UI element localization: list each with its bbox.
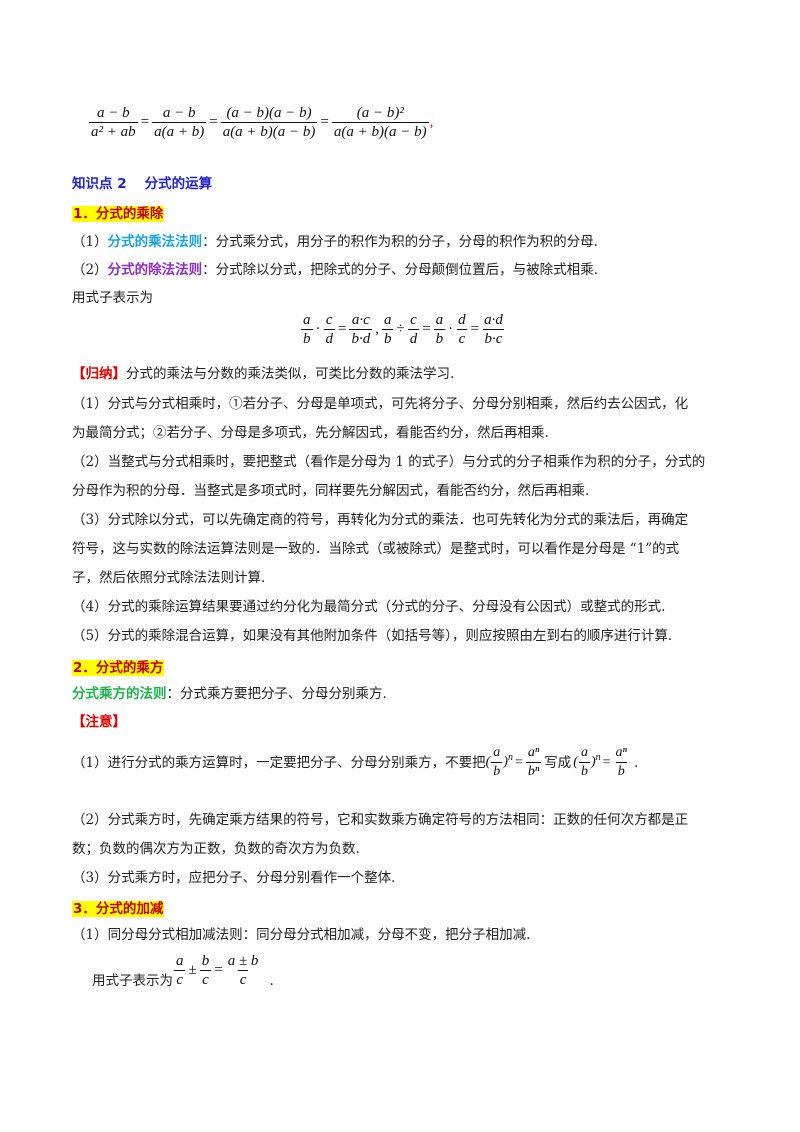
power-rule: 分式乘方的法则：分式乘方要把分子、分母分别乘方. <box>72 686 387 702</box>
power-note-2-line1: （2）分式乘方时，先确定乘方结果的符号，它和实数乘方确定符号的方法相同：正数的任… <box>72 812 689 828</box>
fraction: a − b a(a + b) <box>152 105 207 140</box>
fraction: (a − b)² a(a + b)(a − b) <box>331 105 429 140</box>
summary: 【归纳】分式的乘法与分数的乘法类似，可类比分数的乘法学习. <box>72 366 455 382</box>
power-note-3: （3）分式乘方时，应把分子、分母分别看作一个整体. <box>72 870 396 886</box>
note-5: （5）分式的乘除混合运算，如果没有其他附加条件（如括号等），则应按照由左到右的顺… <box>72 628 673 644</box>
note-1-line1: （1）分式与分式相乘时，①若分子、分母是单项式，可先将分子、分母分别相乘，然后约… <box>72 396 689 412</box>
correct-power-formula: (a b)n = aⁿ bⁿ <box>485 745 542 779</box>
note-1-line2: 为最简分式；②若分子、分母是多项式，先分解因式，看能否约分，然后再相乘. <box>72 425 549 441</box>
multiplication-rule: （1）分式的乘法法则：分式乘分式，用分子的积作为积的分子，分母的积作为积的分母. <box>72 234 598 250</box>
note-2-line1: （2）当整式与分式相乘时，要把整式（看作是分母为 1 的式子）与分式的分子相乘作… <box>72 454 706 470</box>
mul-div-formula: a b · c d = a·c b·d, a b ÷ c d = a b · d c = a·d b·c <box>301 312 505 347</box>
note-3-line1: （3）分式除以分式，可以先确定商的符号，再转化为分式的乘法．也可先转化为分式的乘… <box>72 512 689 528</box>
note-3-line2: 符号，这与实数的除法运算法则是一致的．当除式（或被除式）是整式时，可以看作是分母… <box>72 541 680 557</box>
section-3-heading: 3．分式的加减 <box>72 901 165 917</box>
wrong-power-formula: (a b)n = aⁿ b <box>573 745 627 779</box>
trailing-comma: , <box>429 113 434 130</box>
note-2-line2: 分母作为积的分母．当整式是多项式时，同样要先分解因式，看能否约分，然后再相乘. <box>72 483 590 499</box>
addition-rule: （1）同分母分式相加减法则：同分母分式相加减，分母不变，把分子相加减. <box>72 927 531 943</box>
power-note-2-line2: 数；负数的偶次方为正数，负数的奇次方为负数. <box>72 841 360 857</box>
section-1-heading: 1．分式的乘除 <box>72 206 165 222</box>
note-3-line3: 子，然后依照分式除法法则计算. <box>72 570 266 586</box>
knowledge-point-heading: 知识点 2 分式的运算 <box>72 176 213 192</box>
power-note-1: （1）进行分式的乘方运算时，一定要把分子、分母分别乘方，不要把 (a b)n = aⁿ… <box>72 745 639 779</box>
fraction: a − b a² + ab <box>89 105 138 140</box>
formula-intro: 用式子表示为 <box>72 290 153 306</box>
fraction: (a − b)(a − b) a(a + b)(a − b) <box>220 105 318 140</box>
top-equation: a − b a² + ab = a − b a(a + b) = (a − b)(a − b… <box>89 105 434 140</box>
note-4: （4）分式的乘除运算结果要通过约分化为最简分式（分式的分子、分母没有公因式）或整… <box>72 599 666 615</box>
section-2-heading: 2．分式的乘方 <box>72 660 165 676</box>
division-rule: （2）分式的除法法则：分式除以分式，把除式的分子、分母颠倒位置后，与被除式相乘. <box>72 262 598 278</box>
caution-tag: 【注意】 <box>72 714 126 730</box>
